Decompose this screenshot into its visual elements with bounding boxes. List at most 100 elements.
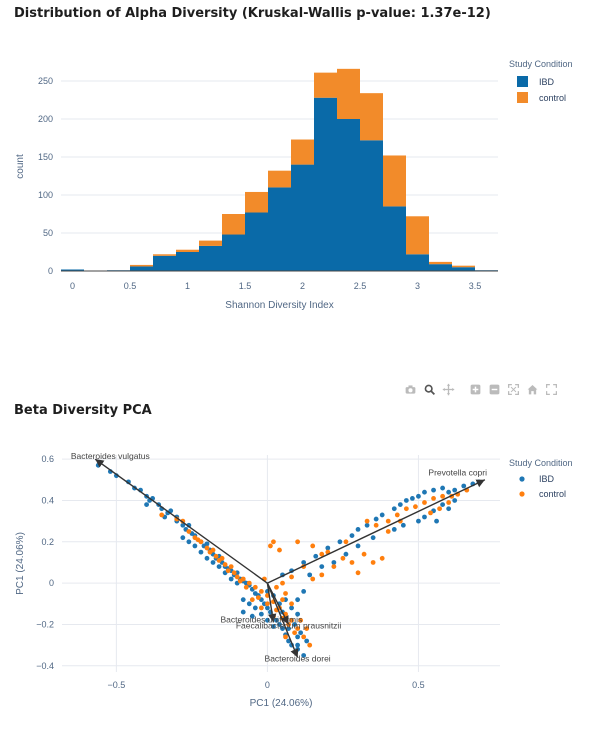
pca-point-control[interactable]: [280, 580, 285, 586]
pca-point-ibd[interactable]: [434, 518, 439, 524]
pca-point-control[interactable]: [310, 576, 316, 582]
pca-point-ibd[interactable]: [461, 483, 467, 489]
pca-point-ibd[interactable]: [295, 611, 301, 617]
pca-point-ibd[interactable]: [397, 502, 403, 507]
hist-bar-control[interactable]: [199, 240, 222, 246]
pca-point-ibd[interactable]: [240, 597, 246, 603]
camera-button[interactable]: [402, 381, 418, 397]
loading-arrow[interactable]: [266, 583, 277, 623]
hist-bar-control[interactable]: [153, 254, 176, 256]
autoscale-button[interactable]: [505, 381, 521, 397]
pca-point-ibd[interactable]: [246, 601, 252, 607]
pca-point-control[interactable]: [355, 570, 361, 576]
hist-bar-ibd[interactable]: [314, 97, 337, 271]
pca-point-control[interactable]: [192, 535, 198, 541]
pca-point-control[interactable]: [343, 539, 349, 545]
hist-bar-control[interactable]: [406, 216, 429, 255]
pca-point-ibd[interactable]: [295, 634, 301, 640]
pca-point-control[interactable]: [349, 560, 355, 565]
pca-point-control[interactable]: [283, 591, 288, 596]
pca-point-ibd[interactable]: [364, 522, 370, 528]
pca-point-control[interactable]: [252, 584, 258, 590]
zoom-in-button[interactable]: [467, 381, 483, 397]
pca-point-ibd[interactable]: [180, 522, 186, 528]
pca-point-ibd[interactable]: [277, 622, 282, 627]
hist-bar-control[interactable]: [383, 155, 406, 207]
pca-point-ibd[interactable]: [337, 539, 343, 545]
hist-bar-control[interactable]: [176, 249, 199, 252]
pca-point-ibd[interactable]: [307, 572, 313, 578]
pca-point-control[interactable]: [234, 574, 240, 580]
loading-arrow[interactable]: [267, 479, 486, 584]
pca-point-ibd[interactable]: [355, 543, 361, 549]
hist-bar-ibd[interactable]: [61, 269, 84, 271]
fullscreen-button[interactable]: [543, 381, 559, 397]
pca-point-control[interactable]: [258, 605, 264, 611]
pca-point-control[interactable]: [289, 574, 294, 580]
pca-point-control[interactable]: [283, 634, 288, 640]
pca-point-control[interactable]: [292, 630, 297, 636]
pca-point-ibd[interactable]: [216, 564, 222, 569]
pca-point-control[interactable]: [280, 597, 285, 603]
pca-point-control[interactable]: [422, 500, 427, 505]
pca-point-ibd[interactable]: [298, 630, 304, 636]
pca-point-control[interactable]: [304, 626, 310, 631]
pan-button[interactable]: [440, 381, 456, 397]
pca-point-control[interactable]: [219, 555, 225, 561]
pca-point-ibd[interactable]: [292, 622, 297, 627]
pca-point-control[interactable]: [440, 493, 446, 499]
hist-bar-ibd[interactable]: [429, 264, 452, 271]
pca-point-ibd[interactable]: [343, 551, 349, 557]
pca-point-control[interactable]: [361, 551, 367, 557]
alpha-diversity-histogram[interactable]: 0 50 100 150 200 250 0 0.5 1 1.5 2 2.5 3 3.5 Shannon D…: [0, 0, 593, 330]
pca-point-control[interactable]: [243, 584, 249, 590]
hist-bar-control[interactable]: [222, 214, 245, 235]
hist-bar-control[interactable]: [314, 72, 337, 98]
hist-bar-ibd[interactable]: [383, 206, 406, 271]
hist-bar-ibd[interactable]: [245, 212, 268, 271]
pca-point-control[interactable]: [222, 562, 228, 567]
pca-point-control[interactable]: [274, 584, 279, 590]
hist-bar-ibd[interactable]: [291, 164, 314, 271]
pca-point-control[interactable]: [159, 512, 165, 518]
pca-point-ibd[interactable]: [313, 553, 319, 559]
pca-point-control[interactable]: [249, 597, 255, 603]
pca-point-control[interactable]: [186, 529, 192, 534]
pca-point-control[interactable]: [298, 617, 304, 623]
pca-point-control[interactable]: [265, 601, 270, 607]
pca-point-ibd[interactable]: [391, 506, 397, 512]
pca-point-control[interactable]: [307, 642, 313, 648]
hist-bar-control[interactable]: [337, 68, 360, 119]
pca-point-control[interactable]: [289, 601, 294, 607]
pca-point-ibd[interactable]: [204, 555, 210, 561]
pca-point-control[interactable]: [379, 555, 385, 561]
hist-bar-ibd[interactable]: [268, 187, 291, 271]
pca-point-control[interactable]: [204, 545, 210, 551]
hist-bar-control[interactable]: [245, 191, 268, 213]
pca-point-ibd[interactable]: [446, 506, 452, 512]
pca-point-ibd[interactable]: [304, 638, 310, 644]
hist-bar-ibd[interactable]: [153, 255, 176, 271]
pca-point-ibd[interactable]: [370, 535, 376, 541]
pca-point-ibd[interactable]: [95, 462, 101, 468]
pca-point-ibd[interactable]: [325, 545, 331, 551]
pca-point-control[interactable]: [319, 572, 325, 578]
pca-point-control[interactable]: [364, 518, 370, 524]
hist-bar-control[interactable]: [360, 93, 383, 141]
pca-point-ibd[interactable]: [349, 533, 355, 538]
pca-point-control[interactable]: [437, 506, 442, 512]
pca-point-control[interactable]: [228, 564, 234, 569]
hist-legend-swatch-control[interactable]: [517, 92, 528, 103]
pca-point-control[interactable]: [431, 496, 436, 501]
pca-point-ibd[interactable]: [452, 498, 458, 503]
pca-point-ibd[interactable]: [400, 522, 406, 528]
hist-bar-ibd[interactable]: [222, 234, 245, 271]
pca-point-control[interactable]: [310, 543, 316, 549]
pca-point-control[interactable]: [231, 570, 237, 576]
pca-point-control[interactable]: [403, 506, 409, 512]
pca-point-ibd[interactable]: [410, 496, 415, 501]
pca-point-ibd[interactable]: [180, 535, 186, 541]
pca-point-control[interactable]: [413, 504, 418, 510]
pca-point-control[interactable]: [373, 522, 379, 528]
pca-point-ibd[interactable]: [452, 487, 458, 493]
